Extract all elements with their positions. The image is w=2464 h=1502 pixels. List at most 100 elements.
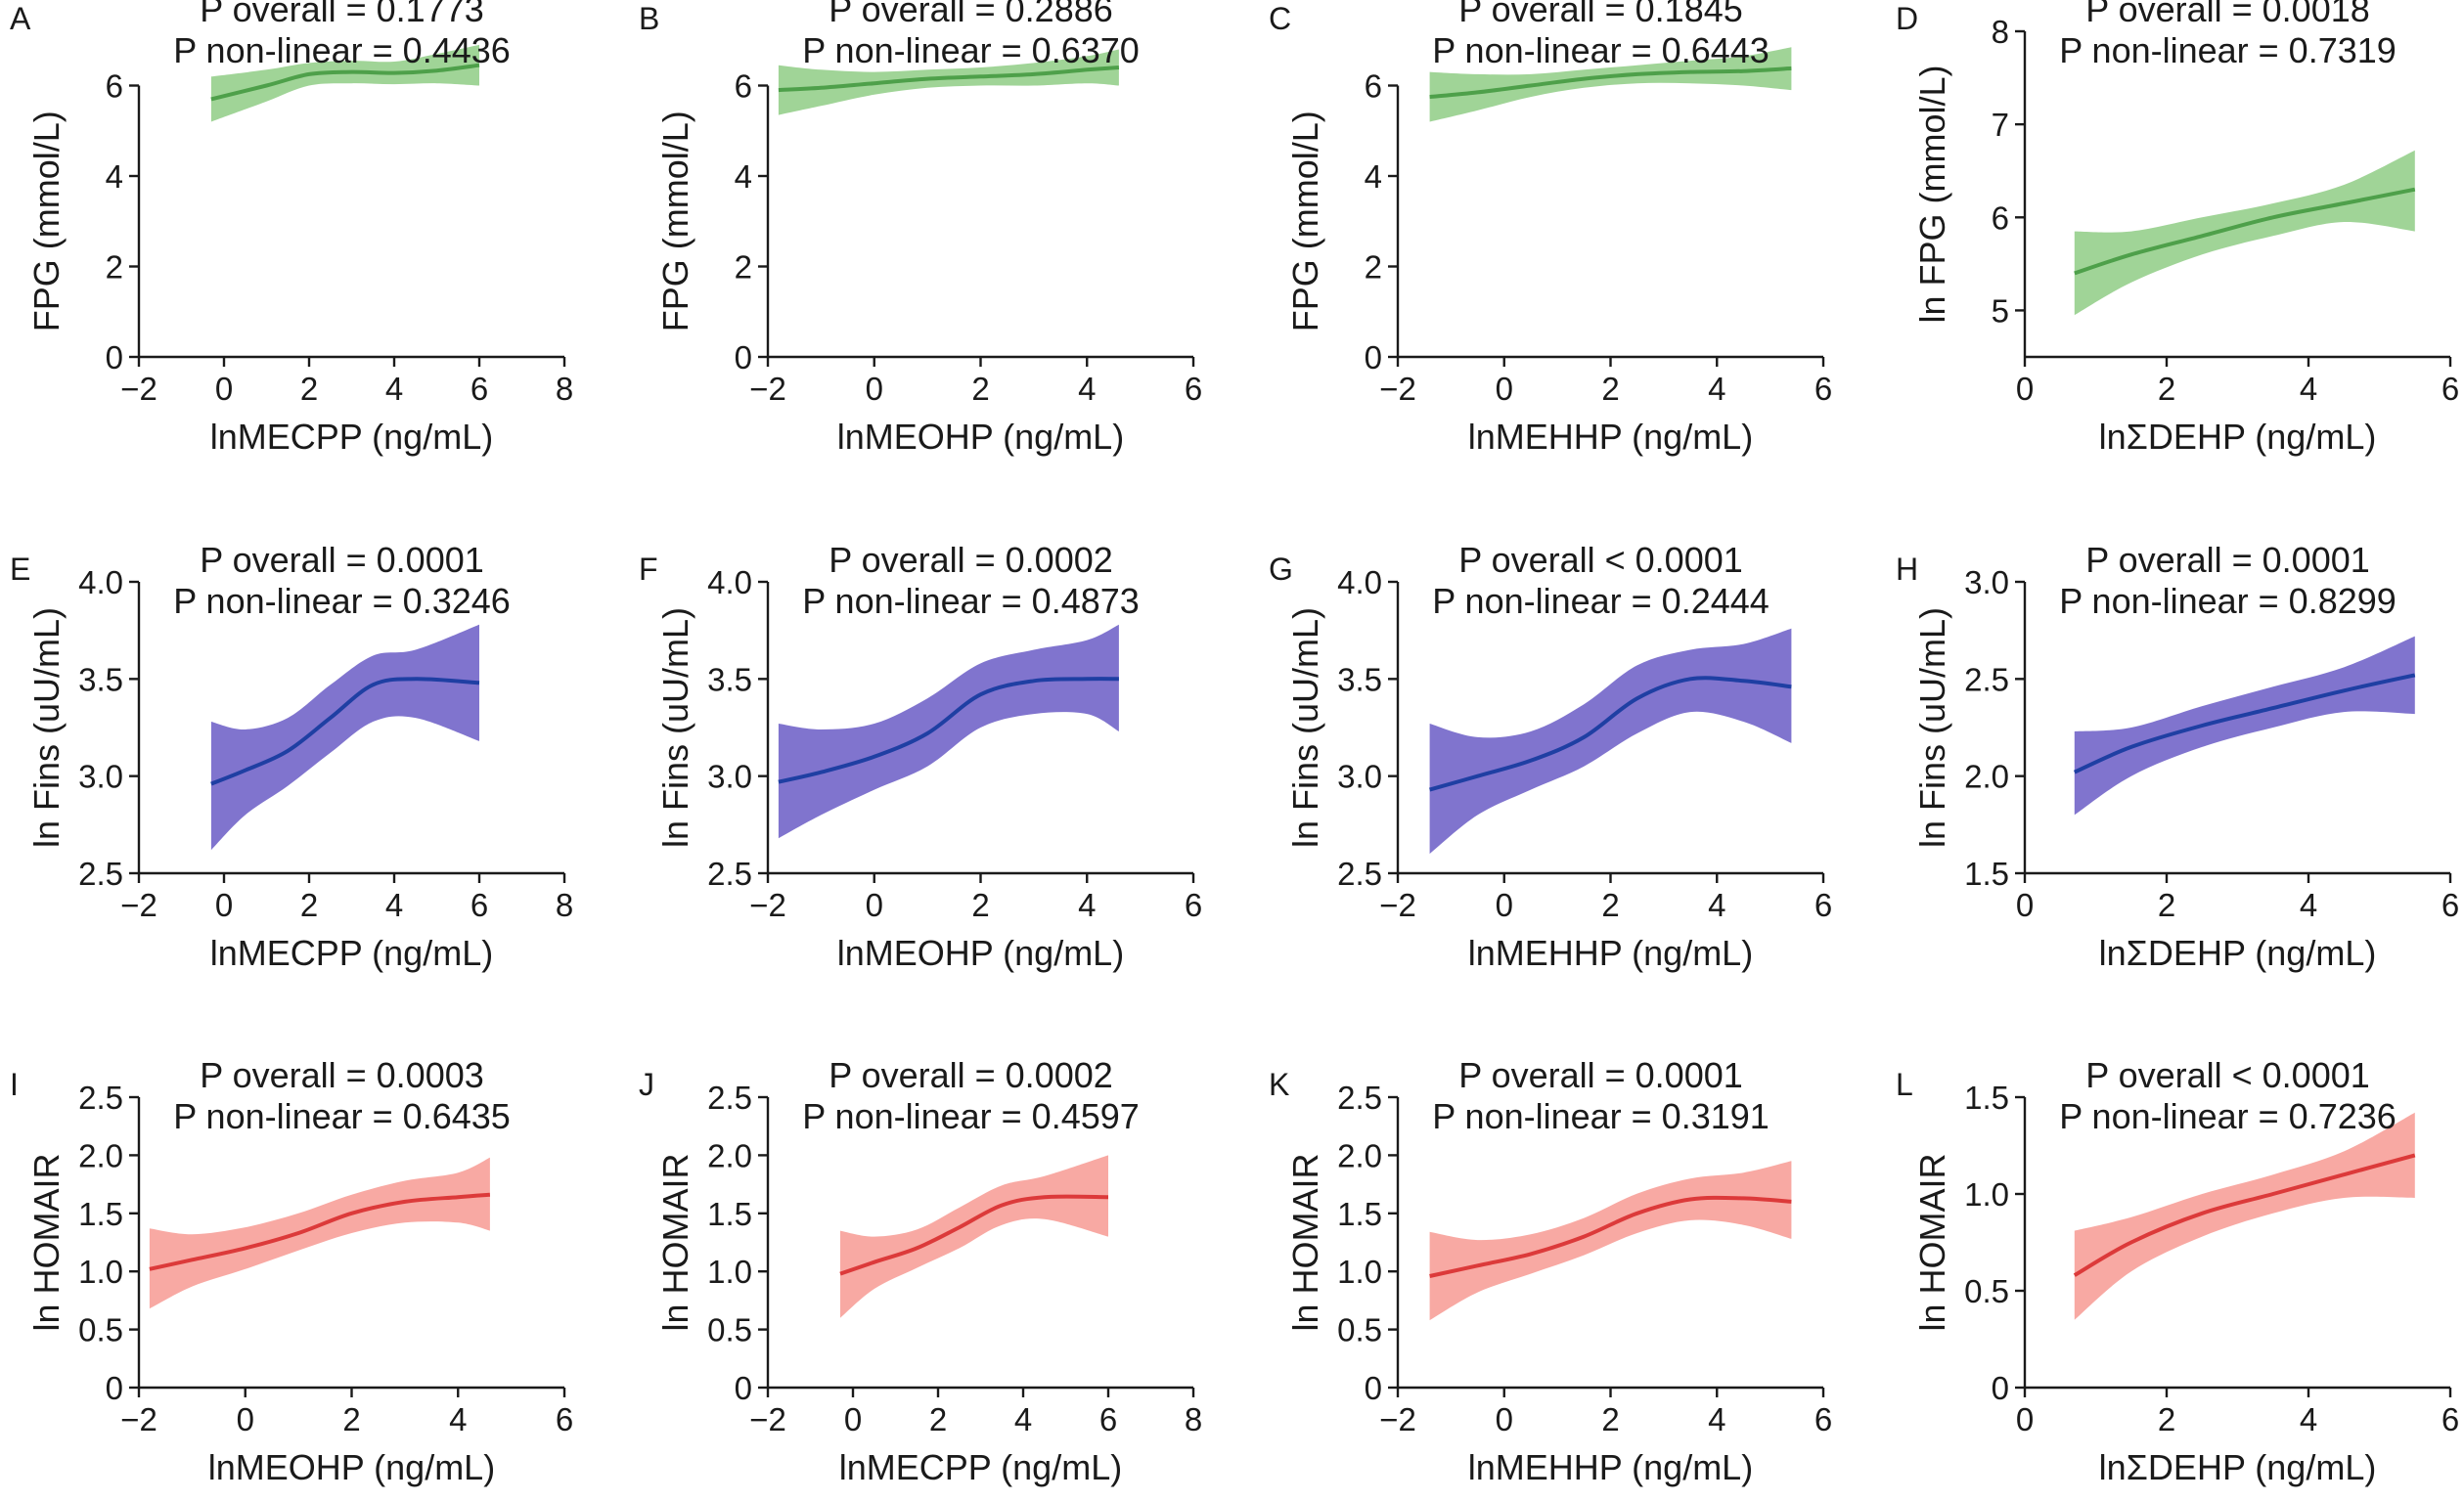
p-overall-label: P overall < 0.0001 bbox=[2085, 1055, 2370, 1095]
y-tick-label: 1.5 bbox=[78, 1196, 123, 1232]
p-nonlinear-label: P non-linear = 0.2444 bbox=[1432, 581, 1770, 621]
x-tick-label: 4 bbox=[1708, 1401, 1725, 1437]
y-tick-label: 1.5 bbox=[1964, 1080, 2009, 1116]
y-tick-label: 2 bbox=[106, 249, 123, 286]
x-axis-title: lnMECPP (ng/mL) bbox=[210, 933, 493, 973]
x-tick-label: 4 bbox=[385, 887, 403, 923]
x-tick-label: 2 bbox=[929, 1401, 947, 1437]
panel-letter: C bbox=[1269, 1, 1291, 36]
y-tick-label: 1.0 bbox=[78, 1254, 123, 1290]
fitted-line bbox=[1429, 676, 1792, 792]
y-tick-label: 3.0 bbox=[1337, 759, 1382, 795]
x-tick-label: 0 bbox=[1496, 887, 1513, 923]
x-tick-label: 2 bbox=[971, 887, 989, 923]
y-tick-label: 0 bbox=[106, 1370, 123, 1406]
y-tick-label: 2.0 bbox=[1964, 759, 2009, 795]
y-tick-label: 1.0 bbox=[1964, 1176, 2009, 1213]
fitted-line bbox=[2074, 187, 2416, 276]
x-tick-label: 0 bbox=[215, 887, 233, 923]
panel-l: 0 2 4 6 0 0.5 1.0 1.5 lnΣDEHP (ng/mL) ln HOMAIR L P… bbox=[1896, 1055, 2459, 1487]
panel-letter: K bbox=[1269, 1067, 1289, 1102]
x-tick-label: 6 bbox=[1814, 371, 1832, 407]
y-tick-label: 1.0 bbox=[1337, 1254, 1382, 1290]
x-axis-title: lnMEOHP (ng/mL) bbox=[837, 417, 1124, 457]
y-tick-label: 1.5 bbox=[1964, 856, 2009, 892]
confidence-band bbox=[1429, 47, 1792, 122]
panel-letter: I bbox=[10, 1067, 19, 1102]
x-tick-label: 6 bbox=[2442, 1401, 2459, 1437]
p-nonlinear-label: P non-linear = 0.7236 bbox=[2059, 1096, 2397, 1136]
x-tick-label: −2 bbox=[1379, 1401, 1416, 1437]
x-tick-label: 4 bbox=[1014, 1401, 1032, 1437]
fitted-line bbox=[778, 677, 1119, 784]
p-nonlinear-label: P non-linear = 0.6370 bbox=[802, 30, 1140, 70]
confidence-band bbox=[149, 1157, 490, 1309]
y-tick-label: 2.5 bbox=[1337, 1080, 1382, 1116]
p-nonlinear-label: P non-linear = 0.6435 bbox=[173, 1096, 511, 1136]
x-tick-label: 2 bbox=[2158, 1401, 2175, 1437]
x-tick-label: 8 bbox=[556, 371, 573, 407]
panel-g: −2 0 2 4 6 2.5 3.0 3.5 4.0 lnMEHHP (ng/mL) ln Fins… bbox=[1269, 540, 1832, 973]
y-tick-label: 1.5 bbox=[707, 1196, 752, 1232]
y-tick-label: 2 bbox=[1365, 249, 1382, 286]
x-axis-title: lnMECPP (ng/mL) bbox=[839, 1447, 1122, 1487]
p-overall-label: P overall = 0.0001 bbox=[200, 540, 484, 580]
y-tick-label: 2.5 bbox=[1337, 856, 1382, 892]
panel-e: −2 0 2 4 6 8 2.5 3.0 3.5 4.0 lnMECPP (ng/mL) ln Fin… bbox=[10, 540, 573, 973]
p-nonlinear-label: P non-linear = 0.4873 bbox=[802, 581, 1140, 621]
confidence-band bbox=[2074, 636, 2415, 816]
x-tick-label: −2 bbox=[749, 1401, 786, 1437]
x-tick-label: −2 bbox=[1379, 887, 1416, 923]
y-tick-label: 0 bbox=[106, 339, 123, 376]
x-tick-label: 2 bbox=[1601, 887, 1619, 923]
x-tick-label: 4 bbox=[1078, 371, 1096, 407]
y-tick-label: 3.0 bbox=[1964, 564, 2009, 600]
y-tick-label: 8 bbox=[1992, 14, 2009, 50]
y-axis-title: FPG (mmol/L) bbox=[26, 110, 67, 331]
x-tick-label: −2 bbox=[749, 371, 786, 407]
y-tick-label: 0.5 bbox=[78, 1312, 123, 1348]
p-nonlinear-label: P non-linear = 0.4597 bbox=[802, 1096, 1140, 1136]
confidence-band bbox=[2074, 1112, 2415, 1320]
y-tick-label: 2.5 bbox=[78, 856, 123, 892]
y-tick-label: 2 bbox=[735, 249, 752, 286]
fitted-line bbox=[1429, 66, 1792, 100]
p-overall-label: P overall = 0.1845 bbox=[1458, 0, 1743, 29]
x-tick-label: 0 bbox=[1496, 1401, 1513, 1437]
y-axis-title: ln HOMAIR bbox=[655, 1153, 695, 1331]
x-tick-label: 4 bbox=[2300, 371, 2317, 407]
y-tick-label: 5 bbox=[1992, 292, 2009, 329]
x-tick-label: 2 bbox=[2158, 371, 2175, 407]
y-tick-label: 3.5 bbox=[707, 661, 752, 697]
y-tick-label: 2.5 bbox=[1964, 661, 2009, 697]
y-axis-title: ln Fins (uU/mL) bbox=[655, 607, 695, 848]
y-tick-label: 4 bbox=[735, 158, 752, 195]
x-tick-label: 0 bbox=[1496, 371, 1513, 407]
x-tick-label: 8 bbox=[556, 887, 573, 923]
confidence-band bbox=[778, 49, 1119, 115]
panel-letter: J bbox=[639, 1067, 654, 1102]
y-tick-label: 0 bbox=[1365, 1370, 1382, 1406]
panel-letter: F bbox=[639, 552, 658, 587]
fitted-line bbox=[149, 1192, 491, 1271]
x-axis-title: lnMEHHP (ng/mL) bbox=[1468, 1447, 1753, 1487]
fitted-line bbox=[778, 66, 1120, 93]
x-tick-label: −2 bbox=[1379, 371, 1416, 407]
p-nonlinear-label: P non-linear = 0.3246 bbox=[173, 581, 511, 621]
x-tick-label: 0 bbox=[866, 887, 883, 923]
y-tick-label: 0.5 bbox=[707, 1312, 752, 1348]
y-axis-title: FPG (mmol/L) bbox=[1285, 110, 1325, 331]
confidence-band bbox=[840, 1155, 1108, 1318]
y-axis-title: ln HOMAIR bbox=[1912, 1153, 1952, 1331]
y-tick-label: 4.0 bbox=[1337, 564, 1382, 600]
p-overall-label: P overall = 0.1773 bbox=[200, 0, 484, 29]
x-tick-label: 2 bbox=[1601, 371, 1619, 407]
x-axis-title: lnMEHHP (ng/mL) bbox=[1468, 417, 1753, 457]
x-tick-label: −2 bbox=[120, 887, 157, 923]
x-tick-label: 0 bbox=[866, 371, 883, 407]
x-tick-label: 2 bbox=[300, 887, 318, 923]
x-tick-label: 6 bbox=[1185, 887, 1202, 923]
p-nonlinear-label: P non-linear = 0.7319 bbox=[2059, 30, 2397, 70]
